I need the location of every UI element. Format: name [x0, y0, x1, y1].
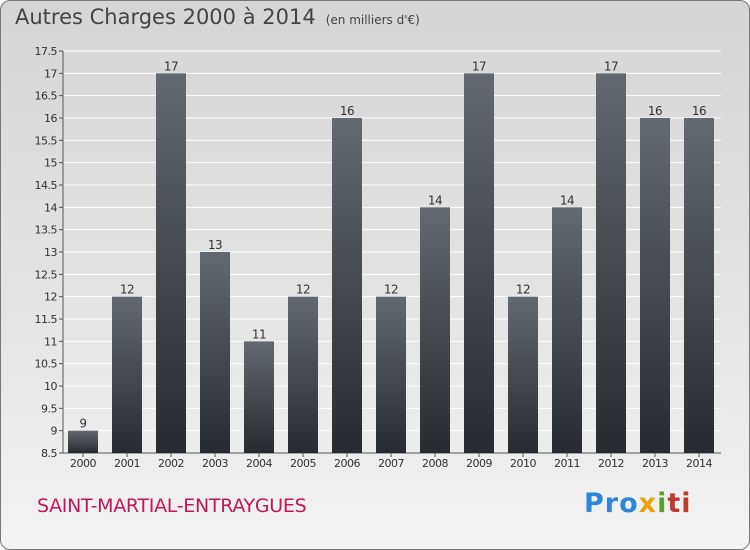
data-label: 12 [296, 283, 310, 297]
x-tick-label: 2002 [158, 457, 184, 470]
bars [68, 73, 714, 453]
y-tick-label: 15 [44, 157, 57, 170]
bar-2003 [200, 252, 230, 453]
y-tick-label: 9 [51, 425, 58, 438]
y-tick-label: 12.5 [35, 268, 58, 281]
bar-2007 [376, 296, 406, 453]
chart-title: Autres Charges 2000 à 2014 (en milliers d… [15, 5, 420, 29]
data-label: 14 [428, 193, 442, 207]
x-tick-label: 2008 [422, 457, 448, 470]
bar-2009 [464, 73, 494, 453]
x-tick-labels: 2000 2001 2002 2003 2004 2005 2006 2007 2008 2009… [70, 453, 713, 470]
data-label: 11 [252, 327, 266, 341]
bar-2004 [244, 341, 274, 453]
bar-2011 [552, 207, 582, 453]
bar-2010 [508, 296, 538, 453]
y-tick-label: 14 [44, 201, 57, 214]
y-tick-label: 13 [44, 246, 57, 259]
y-tick-label: 13.5 [35, 224, 58, 237]
x-tick-label: 2003 [202, 457, 228, 470]
bar-2006 [332, 118, 362, 453]
data-label: 17 [472, 59, 486, 73]
bar-2012 [596, 73, 626, 453]
data-label: 17 [164, 59, 178, 73]
x-tick-label: 2006 [334, 457, 360, 470]
y-tick-label: 15.5 [35, 134, 58, 147]
data-label: 16 [648, 104, 662, 118]
y-tick-label: 8.5 [41, 447, 57, 460]
data-label: 12 [516, 283, 530, 297]
x-tick-label: 2001 [114, 457, 140, 470]
bar-2008 [420, 207, 450, 453]
y-tick-label: 17.5 [35, 45, 58, 58]
x-tick-label: 2005 [290, 457, 316, 470]
bar-2005 [288, 296, 318, 453]
x-tick-label: 2013 [642, 457, 668, 470]
y-tick-label: 9.5 [41, 402, 57, 415]
proxiti-logo: Proxiti [584, 488, 692, 519]
y-tick-label: 17 [44, 67, 57, 80]
x-tick-label: 2011 [554, 457, 580, 470]
commune-name: SAINT-MARTIAL-ENTRAYGUES [37, 495, 307, 517]
y-tick-label: 11.5 [35, 313, 58, 326]
x-tick-label: 2009 [466, 457, 492, 470]
y-tick-label: 16.5 [35, 90, 58, 103]
y-tick-label: 14.5 [35, 179, 58, 192]
bar-2014 [684, 118, 714, 453]
x-tick-label: 2000 [70, 457, 96, 470]
data-label: 9 [79, 417, 86, 431]
x-tick-label: 2007 [378, 457, 404, 470]
y-tick-label: 11 [44, 335, 57, 348]
data-labels: 9 12 17 13 11 12 16 12 14 17 12 14 17 16 16 [79, 59, 706, 430]
y-tick-label: 12 [44, 291, 57, 304]
x-tick-label: 2010 [510, 457, 536, 470]
data-label: 16 [340, 104, 354, 118]
data-label: 12 [120, 283, 134, 297]
y-tick-label: 16 [44, 112, 57, 125]
x-tick-label: 2004 [246, 457, 272, 470]
chart-title-text: Autres Charges 2000 à 2014 [15, 5, 316, 29]
y-tick-labels: 8.5 9 9.5 10 10.5 11 11.5 12 12.5 13 13.5 14 14.5 15 1… [35, 45, 63, 460]
chart-subtitle: (en milliers d'€) [325, 13, 420, 27]
y-tick-label: 10.5 [35, 358, 58, 371]
bar-2000 [68, 430, 98, 453]
bar-2002 [156, 73, 186, 453]
y-tick-label: 10 [44, 380, 57, 393]
x-tick-label: 2012 [598, 457, 624, 470]
x-tick-label: 2014 [686, 457, 712, 470]
bar-2001 [112, 296, 142, 453]
data-label: 13 [208, 238, 222, 252]
data-label: 16 [692, 104, 706, 118]
bar-2013 [640, 118, 670, 453]
data-label: 17 [604, 59, 618, 73]
data-label: 14 [560, 193, 574, 207]
data-label: 12 [384, 283, 398, 297]
